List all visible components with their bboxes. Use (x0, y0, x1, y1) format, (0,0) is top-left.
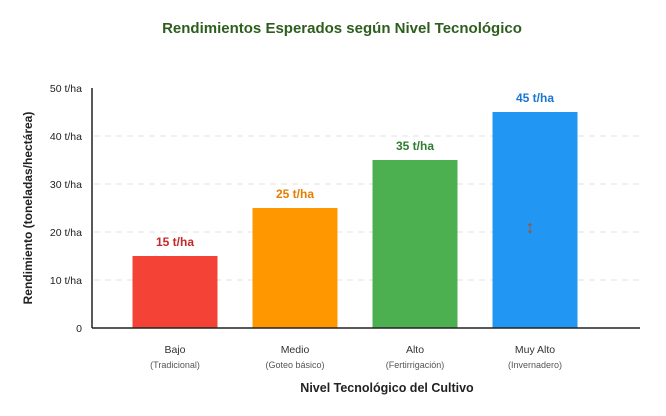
up-down-arrow-icon: ↕ (526, 217, 535, 237)
x-tick-label: Bajo (164, 344, 185, 356)
value-label: 15 t/ha (156, 235, 194, 249)
x-tick-sublabel: (Goteo básico) (265, 360, 324, 370)
y-tick-label: 50 t/ha (50, 83, 82, 95)
bar-alto (372, 160, 458, 328)
bars: ↕ (132, 112, 578, 328)
value-label: 35 t/ha (396, 139, 434, 153)
value-label: 45 t/ha (516, 91, 554, 105)
x-tick-sublabel: (Fertirrigación) (386, 360, 445, 370)
y-tick-label: 10 t/ha (50, 275, 82, 287)
y-tick-label: 20 t/ha (50, 227, 82, 239)
x-tick-label: Alto (406, 344, 424, 356)
bar-medio (252, 208, 338, 328)
y-axis-ticks: 0 10 t/ha 20 t/ha 30 t/ha 40 t/ha 50 t/ha (50, 83, 82, 335)
y-tick-label: 40 t/ha (50, 131, 82, 143)
x-tick-label: Medio (281, 344, 310, 356)
x-tick-sublabel: (Tradicional) (150, 360, 200, 370)
x-axis-ticks: Bajo (Tradicional) Medio (Goteo básico) Alto… (150, 344, 562, 370)
y-tick-label: 0 (76, 323, 82, 335)
value-label: 25 t/ha (276, 187, 314, 201)
chart-title: Rendimientos Esperados según Nivel Tecno… (162, 20, 522, 37)
value-labels: 15 t/ha 25 t/ha 35 t/ha 45 t/ha (156, 91, 554, 249)
y-tick-label: 30 t/ha (50, 179, 82, 191)
bar-muy-alto (492, 112, 578, 328)
y-axis-label: Rendimiento (toneladas/hectárea) (21, 112, 35, 305)
bar-bajo (132, 256, 218, 328)
x-tick-sublabel: (Invernadero) (508, 360, 562, 370)
x-tick-label: Muy Alto (515, 344, 555, 356)
x-axis-label: Nivel Tecnológico del Cultivo (300, 381, 474, 395)
